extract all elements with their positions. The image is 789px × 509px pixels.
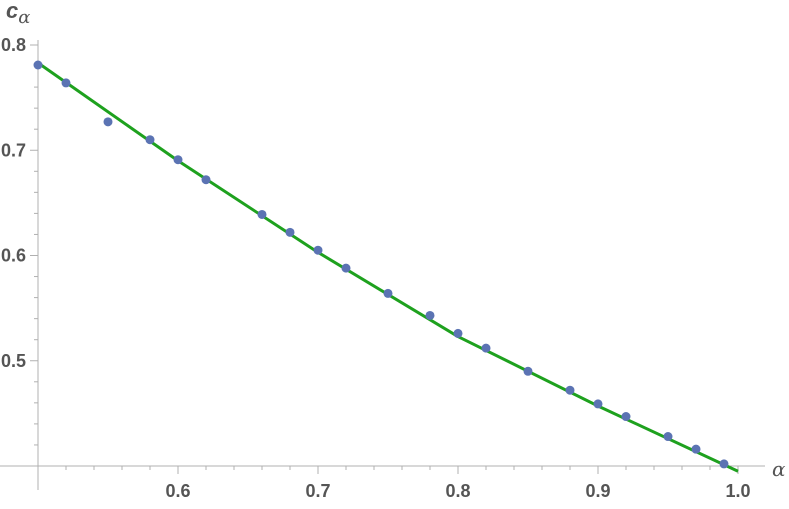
axis-labels: cα α bbox=[6, 0, 786, 481]
data-point bbox=[257, 209, 267, 219]
x-tick-label: 0.6 bbox=[165, 481, 190, 501]
data-point bbox=[341, 263, 351, 273]
data-point bbox=[103, 117, 113, 127]
y-tick-label: 0.8 bbox=[1, 35, 26, 55]
data-point bbox=[663, 432, 673, 442]
data-point bbox=[621, 412, 631, 422]
data-point bbox=[719, 459, 729, 469]
data-points-layer bbox=[33, 60, 729, 469]
data-point bbox=[285, 227, 295, 237]
data-point bbox=[61, 78, 71, 88]
x-tick-label: 0.9 bbox=[585, 481, 610, 501]
ticks: 0.6 0.7 0.8 0.9 1.0 0.5 0.6 0.7 0.8 bbox=[1, 35, 751, 501]
y-tick-label: 0.7 bbox=[1, 140, 26, 160]
y-axis-label: cα bbox=[6, 0, 30, 28]
x-tick-label: 1.0 bbox=[725, 481, 750, 501]
data-point bbox=[313, 245, 323, 255]
data-point bbox=[201, 175, 211, 185]
fit-line-layer bbox=[37, 61, 739, 473]
y-tick-label: 0.5 bbox=[1, 351, 26, 371]
data-point bbox=[173, 155, 183, 165]
data-point bbox=[425, 310, 435, 320]
data-point bbox=[565, 385, 575, 395]
x-axis-label: α bbox=[772, 457, 786, 481]
x-tick-label: 0.7 bbox=[305, 481, 330, 501]
data-point bbox=[453, 328, 463, 338]
data-point bbox=[593, 399, 603, 409]
data-point bbox=[523, 366, 533, 376]
data-point bbox=[691, 444, 701, 454]
data-point bbox=[33, 60, 43, 70]
axes bbox=[0, 40, 765, 490]
y-tick-label: 0.6 bbox=[1, 246, 26, 266]
data-point bbox=[481, 343, 491, 353]
data-point bbox=[383, 288, 393, 298]
x-tick-label: 0.8 bbox=[445, 481, 470, 501]
data-point bbox=[145, 135, 155, 145]
fit-line bbox=[37, 61, 739, 473]
